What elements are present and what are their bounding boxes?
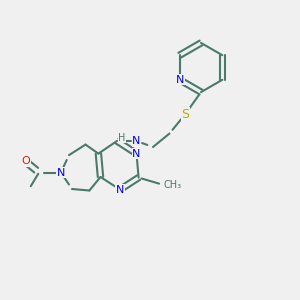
Text: N: N bbox=[132, 136, 141, 146]
Text: N: N bbox=[57, 167, 65, 178]
Text: N: N bbox=[132, 148, 141, 159]
Text: H: H bbox=[118, 133, 126, 143]
Text: N: N bbox=[176, 75, 184, 85]
Text: O: O bbox=[21, 156, 30, 167]
Text: CH₃: CH₃ bbox=[164, 179, 181, 190]
Text: S: S bbox=[182, 107, 189, 121]
Text: N: N bbox=[116, 184, 124, 195]
